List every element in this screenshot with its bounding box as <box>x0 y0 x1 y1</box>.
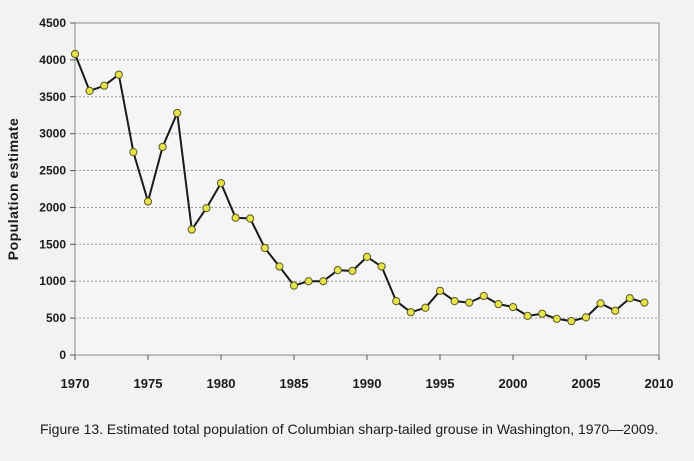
data-point-1989 <box>348 266 357 275</box>
x-tick-label-1980: 1980 <box>207 376 236 391</box>
y-tick-label-500: 500 <box>46 311 66 325</box>
data-point-1981 <box>231 213 240 222</box>
data-point-1998 <box>479 291 488 301</box>
y-axis-label: Population estimate <box>5 118 21 261</box>
data-point-2009 <box>640 298 649 307</box>
x-tick-label-1975: 1975 <box>134 376 163 391</box>
data-point-2007 <box>611 306 620 315</box>
figure-caption: Figure 13. Estimated total population of… <box>40 421 659 437</box>
y-tick-label-1500: 1500 <box>39 237 66 251</box>
data-point-1996 <box>450 297 459 306</box>
data-point-2005 <box>581 313 591 322</box>
data-point-2002 <box>538 309 547 318</box>
x-tick-label-2000: 2000 <box>499 376 528 391</box>
data-point-1975 <box>143 197 153 206</box>
data-point-1991 <box>377 262 386 271</box>
x-tick-label-2010: 2010 <box>645 376 674 391</box>
y-tick-label-3500: 3500 <box>39 90 66 104</box>
data-point-1986 <box>304 277 313 286</box>
data-point-1976 <box>158 142 167 152</box>
data-point-1977 <box>173 108 182 118</box>
data-point-1992 <box>392 297 401 306</box>
data-point-2004 <box>567 316 576 326</box>
data-point-2006 <box>596 299 605 308</box>
y-tick-label-3000: 3000 <box>39 127 66 141</box>
data-point-1980 <box>216 178 226 188</box>
data-point-1988 <box>333 266 342 275</box>
plot-area <box>74 22 660 356</box>
data-point-1984 <box>275 262 284 271</box>
data-point-2000 <box>508 302 518 312</box>
x-tick-label-2005: 2005 <box>572 376 601 391</box>
data-point-1974 <box>129 148 138 157</box>
data-points <box>70 49 649 326</box>
data-point-2003 <box>552 314 561 323</box>
grid-lines <box>75 59 659 319</box>
data-point-1978 <box>187 225 196 234</box>
y-tick-label-4500: 4500 <box>39 16 66 30</box>
y-tick-label-0: 0 <box>59 348 66 362</box>
data-point-1993 <box>406 308 415 317</box>
data-point-1995 <box>435 286 445 295</box>
line-chart: 0 500 1000 1500 2000 2500 3000 3500 4000 4500 197… <box>5 16 674 391</box>
x-tick-label-1985: 1985 <box>280 376 309 391</box>
data-point-2008 <box>625 294 634 303</box>
data-point-1994 <box>421 303 430 312</box>
data-point-1973 <box>114 70 123 79</box>
x-tick-label-1970: 1970 <box>61 376 90 391</box>
x-tick-label-1990: 1990 <box>353 376 382 391</box>
data-point-1982 <box>246 214 255 223</box>
x-tick-label-1995: 1995 <box>426 376 455 391</box>
y-axis-ticks: 0 500 1000 1500 2000 2500 3000 3500 4000 4500 <box>39 16 75 362</box>
x-axis-ticks: 1970 1975 1980 1985 1990 1995 2000 2005 2010 <box>61 355 674 391</box>
data-point-1979 <box>202 204 211 213</box>
data-point-1990 <box>362 252 372 261</box>
data-point-1983 <box>260 243 269 253</box>
y-tick-label-1000: 1000 <box>39 274 66 288</box>
series-line <box>74 53 645 323</box>
data-point-1970 <box>70 49 80 59</box>
data-point-1987 <box>319 277 328 286</box>
data-point-1997 <box>465 298 474 307</box>
data-point-1985 <box>289 281 299 290</box>
data-point-1971 <box>85 86 94 95</box>
y-tick-label-4000: 4000 <box>39 53 66 67</box>
data-point-2001 <box>523 311 532 320</box>
y-tick-label-2500: 2500 <box>39 164 66 178</box>
y-tick-label-2000: 2000 <box>39 200 66 214</box>
data-point-1972 <box>100 81 109 90</box>
data-point-1999 <box>494 299 503 309</box>
